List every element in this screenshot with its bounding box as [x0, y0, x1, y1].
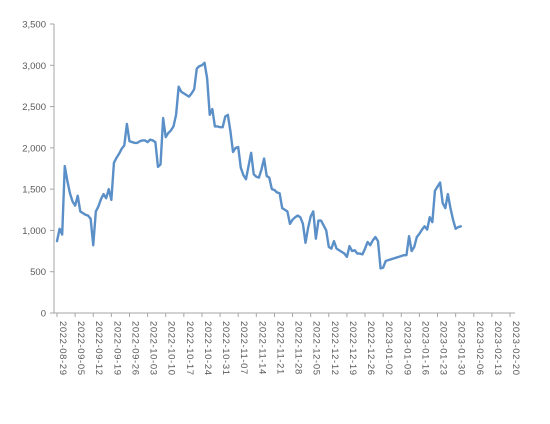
y-tick-label: 0: [41, 309, 46, 320]
x-tick-label: 2022-10-10: [166, 321, 177, 376]
x-axis: 2022-08-29 2022-09-05 2022-09-12 2022-09-19…: [54, 312, 521, 376]
x-tick-label: 2022-11-28: [293, 321, 304, 375]
x-tick-label: 2022-12-12: [329, 321, 340, 376]
x-tick-label: 2023-01-02: [383, 321, 394, 376]
y-tick-label: 500: [30, 267, 46, 278]
x-tick-label: 2022-12-26: [365, 321, 376, 376]
y-tick-label: 1,500: [22, 185, 46, 196]
series-line: [55, 61, 463, 270]
x-tick-label: 2023-02-13: [492, 321, 503, 376]
x-tick-label: 2023-02-06: [474, 321, 485, 376]
x-tick-label: 2022-10-24: [202, 321, 213, 376]
x-tick-label: 2022-11-14: [256, 321, 267, 375]
y-tick-label: 3,500: [22, 20, 46, 31]
y-tick-label: 2,500: [22, 102, 46, 113]
x-tick-label: 2022-10-03: [148, 321, 159, 376]
x-tick-label: 2022-12-19: [347, 321, 358, 376]
x-tick-label: 2022-12-05: [311, 321, 322, 376]
x-tick-label: 2023-01-09: [401, 321, 412, 376]
x-tick-label: 2023-01-16: [419, 321, 430, 376]
x-tick-label: 2023-01-30: [456, 321, 467, 376]
x-tick-label: 2022-11-21: [274, 321, 285, 375]
series-group: [55, 61, 463, 270]
y-axis: 0 500 1,000 1,500 2,000 2,500 3,000 3,500: [22, 20, 55, 320]
x-tick-label: 2023-02-20: [510, 321, 521, 376]
x-tick-label: 2022-09-12: [93, 321, 104, 376]
x-tick-label: 2022-08-29: [57, 321, 68, 376]
x-tick-label: 2022-10-17: [184, 321, 195, 376]
x-tick-label: 2022-09-19: [111, 321, 122, 376]
y-tick-label: 2,000: [22, 143, 46, 154]
x-tick-label: 2022-09-05: [75, 321, 86, 376]
x-tick-label: 2023-01-23: [438, 321, 449, 376]
x-tick-label: 2022-09-26: [129, 321, 140, 376]
y-tick-label: 3,000: [22, 61, 46, 72]
y-tick-label: 1,000: [22, 226, 46, 237]
x-tick-label: 2022-10-31: [220, 321, 231, 376]
x-tick-label: 2022-11-07: [238, 321, 249, 375]
